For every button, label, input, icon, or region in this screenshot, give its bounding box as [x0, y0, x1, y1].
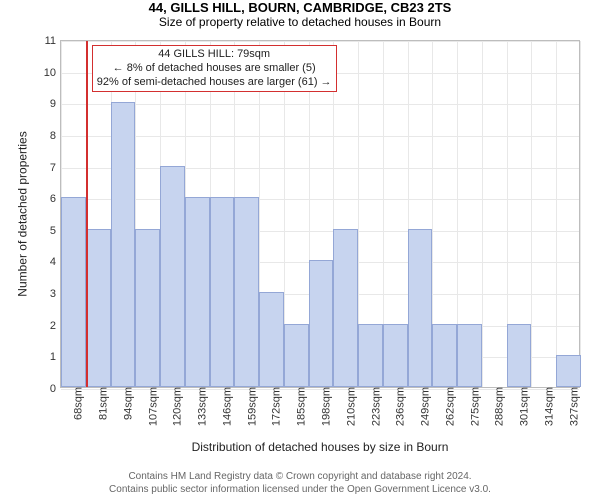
y-tick-label: 5: [50, 225, 61, 237]
gridline-h: [61, 104, 579, 105]
x-axis-label: Distribution of detached houses by size …: [60, 440, 580, 454]
histogram-bar: [333, 229, 358, 387]
y-tick-label: 3: [50, 288, 61, 300]
histogram-bar: [234, 197, 259, 387]
footer-line-2: Contains public sector information licen…: [0, 484, 600, 497]
histogram-bar: [383, 324, 408, 387]
x-tick-label: 198sqm: [318, 387, 333, 426]
annotation-box: 44 GILLS HILL: 79sqm ← 8% of detached ho…: [92, 45, 337, 92]
histogram-bar: [507, 324, 532, 387]
x-tick-label: 236sqm: [392, 387, 407, 426]
x-tick-label: 120sqm: [169, 387, 184, 426]
attribution-footer: Contains HM Land Registry data © Crown c…: [0, 471, 600, 496]
x-tick-label: 94sqm: [119, 387, 134, 420]
histogram-bar: [358, 324, 383, 387]
annotation-line-1: ← 8% of detached houses are smaller (5): [97, 62, 332, 76]
footer-line-1: Contains HM Land Registry data © Crown c…: [0, 471, 600, 484]
x-tick-label: 68sqm: [70, 387, 85, 420]
y-tick-label: 11: [45, 35, 61, 47]
histogram-bar: [160, 166, 185, 387]
gridline-v: [531, 41, 532, 387]
y-tick-label: 4: [50, 256, 61, 268]
gridline-h: [61, 168, 579, 169]
histogram-bar: [556, 355, 581, 387]
gridline-v: [580, 41, 581, 387]
reference-line: [86, 41, 88, 387]
annotation-line-2: 92% of semi-detached houses are larger (…: [97, 76, 332, 90]
histogram-bar: [432, 324, 457, 387]
y-axis-label: Number of detached properties: [16, 131, 30, 296]
y-tick-label: 0: [50, 383, 61, 395]
x-tick-label: 223sqm: [367, 387, 382, 426]
gridline-h: [61, 41, 579, 42]
gridline-v: [556, 41, 557, 387]
x-tick-label: 275sqm: [466, 387, 481, 426]
histogram-bar: [61, 197, 86, 387]
annotation-title: 44 GILLS HILL: 79sqm: [97, 48, 332, 62]
x-tick-label: 133sqm: [194, 387, 209, 426]
y-tick-label: 1: [50, 351, 61, 363]
histogram-bar: [86, 229, 111, 387]
x-tick-label: 301sqm: [516, 387, 531, 426]
y-tick-label: 6: [50, 193, 61, 205]
plot-area: 44 GILLS HILL: 79sqm ← 8% of detached ho…: [60, 40, 580, 388]
y-tick-label: 9: [50, 98, 61, 110]
x-tick-label: 327sqm: [565, 387, 580, 426]
y-tick-label: 10: [44, 67, 61, 79]
chart-container: 44, GILLS HILL, BOURN, CAMBRIDGE, CB23 2…: [0, 0, 600, 500]
histogram-bar: [210, 197, 235, 387]
y-tick-label: 7: [50, 162, 61, 174]
histogram-bar: [284, 324, 309, 387]
x-tick-label: 185sqm: [293, 387, 308, 426]
x-tick-label: 210sqm: [342, 387, 357, 426]
x-tick-label: 249sqm: [417, 387, 432, 426]
x-tick-label: 159sqm: [243, 387, 258, 426]
x-tick-label: 146sqm: [218, 387, 233, 426]
histogram-bar: [111, 102, 136, 387]
histogram-bar: [408, 229, 433, 387]
histogram-bar: [185, 197, 210, 387]
histogram-bar: [309, 260, 334, 387]
histogram-bar: [135, 229, 160, 387]
x-tick-label: 262sqm: [441, 387, 456, 426]
x-tick-label: 81sqm: [95, 387, 110, 420]
gridline-h: [61, 199, 579, 200]
chart-title: 44, GILLS HILL, BOURN, CAMBRIDGE, CB23 2…: [0, 0, 600, 15]
y-tick-label: 8: [50, 130, 61, 142]
gridline-h: [61, 136, 579, 137]
x-tick-label: 172sqm: [268, 387, 283, 426]
gridline-v: [482, 41, 483, 387]
chart-subtitle: Size of property relative to detached ho…: [0, 15, 600, 29]
x-tick-label: 107sqm: [144, 387, 159, 426]
histogram-bar: [259, 292, 284, 387]
histogram-bar: [457, 324, 482, 387]
x-tick-label: 314sqm: [540, 387, 555, 426]
x-tick-label: 288sqm: [491, 387, 506, 426]
y-tick-label: 2: [50, 320, 61, 332]
